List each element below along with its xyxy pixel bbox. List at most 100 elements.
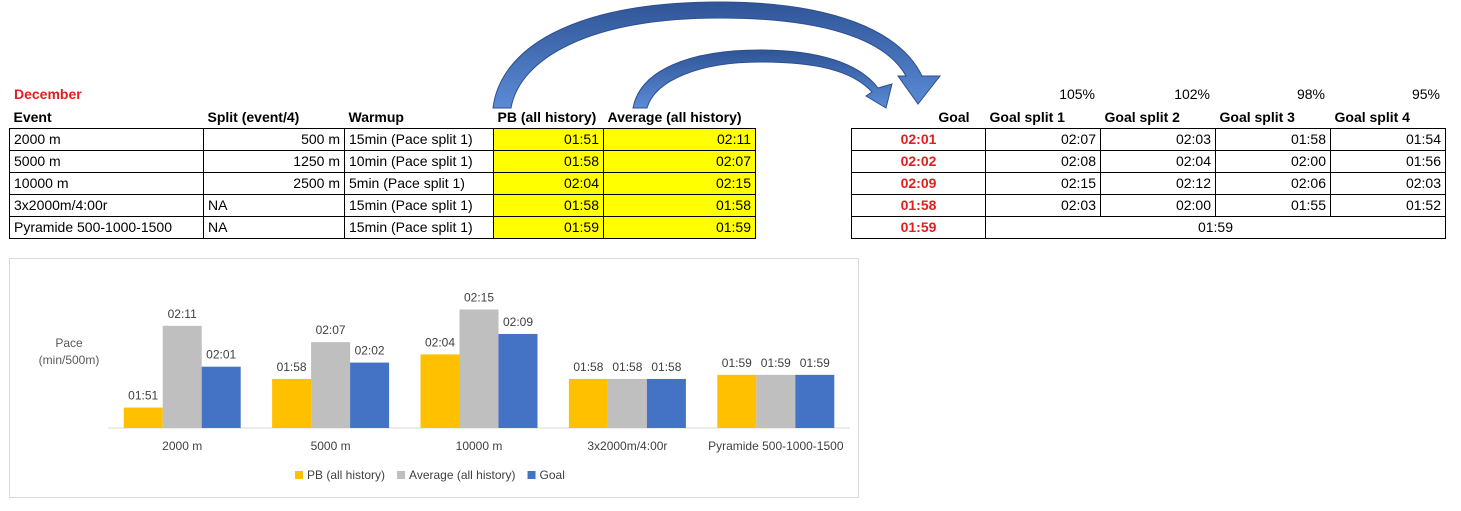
month-label: December	[14, 86, 82, 102]
pb-cell[interactable]: 02:04	[493, 171, 604, 195]
data-label: 01:59	[800, 356, 830, 370]
table-row: 01:59 01:59	[851, 215, 1446, 239]
average-cell[interactable]: 02:15	[603, 171, 756, 195]
bar	[350, 362, 390, 428]
bar	[272, 378, 312, 428]
bar	[459, 309, 499, 428]
warmup-cell[interactable]: 10min (Pace split 1)	[344, 149, 494, 173]
split-cell[interactable]: NA	[203, 193, 345, 217]
goal-cell[interactable]: 01:58	[851, 193, 986, 217]
category-label: 2000 m	[162, 439, 202, 453]
legend-swatch	[397, 471, 406, 479]
y-axis-label: Pace (min/500m)	[39, 336, 100, 367]
split-cell[interactable]: NA	[203, 215, 345, 239]
header-event[interactable]: Event	[13, 108, 52, 125]
percent-split-1[interactable]: 105%	[1059, 86, 1095, 102]
bar	[756, 374, 796, 428]
data-label: 01:58	[277, 360, 307, 374]
warmup-cell[interactable]: 15min (Pace split 1)	[344, 215, 494, 239]
pace-chart[interactable]: Pace (min/500m) 01:51 02:11 02:01 2000 m 01:58…	[9, 258, 859, 498]
bar	[646, 378, 686, 428]
table-row: Pyramide 500-1000-1500 NA 15min (Pace sp…	[9, 215, 756, 239]
percent-split-2[interactable]: 102%	[1174, 86, 1210, 102]
goal-cell[interactable]: 01:59	[851, 215, 986, 239]
event-cell[interactable]: Pyramide 500-1000-1500	[9, 215, 204, 239]
goal-split-cell[interactable]: 01:58	[1215, 127, 1331, 151]
bar	[123, 407, 163, 428]
header-pb[interactable]: PB (all history)	[497, 108, 597, 125]
warmup-cell[interactable]: 5min (Pace split 1)	[344, 171, 494, 195]
goal-cell[interactable]: 02:09	[851, 171, 986, 195]
goal-split-cell[interactable]: 02:03	[1100, 127, 1216, 151]
arrow-pb-to-goal-icon[interactable]	[492, 1, 942, 109]
data-label: 01:59	[722, 356, 752, 370]
event-cell[interactable]: 3x2000m/4:00r	[9, 193, 204, 217]
goal-split-cell[interactable]: 01:55	[1215, 193, 1331, 217]
goal-split-cell[interactable]: 01:52	[1330, 193, 1446, 217]
arrow-average-to-goal-icon[interactable]	[632, 49, 893, 109]
pb-cell[interactable]: 01:59	[493, 215, 604, 239]
bar	[795, 374, 835, 428]
average-cell[interactable]: 01:59	[603, 215, 756, 239]
events-table: Event Split (event/4) Warmup PB (all his…	[9, 106, 756, 239]
header-average[interactable]: Average (all history)	[607, 108, 742, 125]
goal-split-cell[interactable]: 01:54	[1330, 127, 1446, 151]
data-label: 01:51	[128, 389, 158, 403]
average-cell[interactable]: 01:58	[603, 193, 756, 217]
table-row: 01:58 02:03 02:00 01:55 01:52	[851, 193, 1446, 217]
goal-split-cell[interactable]: 02:00	[1100, 193, 1216, 217]
header-goal-split-1[interactable]: Goal split 1	[989, 108, 1065, 125]
goal-cell[interactable]: 02:01	[851, 127, 986, 151]
data-label: 02:09	[503, 315, 533, 329]
pb-cell[interactable]: 01:58	[493, 149, 604, 173]
goal-split-cell[interactable]: 02:00	[1215, 149, 1331, 173]
goal-cell[interactable]: 02:02	[851, 149, 986, 173]
percent-split-3[interactable]: 98%	[1296, 86, 1325, 102]
average-cell[interactable]: 02:11	[603, 127, 756, 151]
data-label: 01:58	[573, 360, 603, 374]
category-label: 3x2000m/4:00r	[587, 439, 667, 453]
header-warmup[interactable]: Warmup	[348, 108, 404, 125]
average-cell[interactable]: 02:07	[603, 149, 756, 173]
goal-split-cell[interactable]: 02:15	[985, 171, 1101, 195]
goal-split-cell[interactable]: 02:08	[985, 149, 1101, 173]
category-label: Pyramide 500-1000-1500	[708, 439, 844, 453]
goal-split-cell[interactable]: 02:03	[985, 193, 1101, 217]
goal-split-merged-cell[interactable]: 01:59	[985, 215, 1446, 239]
goals-table: Goal Goal split 1 Goal split 2 Goal spli…	[851, 106, 1446, 239]
header-goal-split-4[interactable]: Goal split 4	[1334, 108, 1410, 125]
split-cell[interactable]: 500 m	[203, 127, 345, 151]
warmup-cell[interactable]: 15min (Pace split 1)	[344, 127, 494, 151]
header-split[interactable]: Split (event/4)	[207, 108, 300, 125]
event-cell[interactable]: 10000 m	[9, 171, 204, 195]
goal-split-cell[interactable]: 02:12	[1100, 171, 1216, 195]
data-label: 02:04	[425, 335, 455, 349]
pb-cell[interactable]: 01:51	[493, 127, 604, 151]
table-row: 02:01 02:07 02:03 01:58 01:54	[851, 127, 1446, 151]
event-cell[interactable]: 2000 m	[9, 127, 204, 151]
table-row: 10000 m 2500 m 5min (Pace split 1) 02:04…	[9, 171, 756, 195]
data-label: 02:15	[464, 290, 494, 304]
data-label: 02:02	[355, 344, 385, 358]
bar	[498, 333, 538, 428]
table-row: 5000 m 1250 m 10min (Pace split 1) 01:58…	[9, 149, 756, 173]
header-goal-split-2[interactable]: Goal split 2	[1104, 108, 1180, 125]
header-goal[interactable]: Goal	[938, 108, 970, 125]
event-cell[interactable]: 5000 m	[9, 149, 204, 173]
goal-split-cell[interactable]: 02:07	[985, 127, 1101, 151]
data-label: 02:11	[168, 307, 197, 321]
split-cell[interactable]: 1250 m	[203, 149, 345, 173]
header-goal-split-3[interactable]: Goal split 3	[1219, 108, 1295, 125]
data-label: 02:01	[206, 348, 236, 362]
warmup-cell[interactable]: 15min (Pace split 1)	[344, 193, 494, 217]
percent-split-4[interactable]: 95%	[1411, 86, 1440, 102]
split-cell[interactable]: 2500 m	[203, 171, 345, 195]
goal-split-cell[interactable]: 02:06	[1215, 171, 1331, 195]
goal-split-cell[interactable]: 01:56	[1330, 149, 1446, 173]
bar	[311, 342, 351, 428]
bar	[162, 325, 202, 428]
category-label: 10000 m	[456, 439, 503, 453]
pb-cell[interactable]: 01:58	[493, 193, 604, 217]
goal-split-cell[interactable]: 02:03	[1330, 171, 1446, 195]
goal-split-cell[interactable]: 02:04	[1100, 149, 1216, 173]
